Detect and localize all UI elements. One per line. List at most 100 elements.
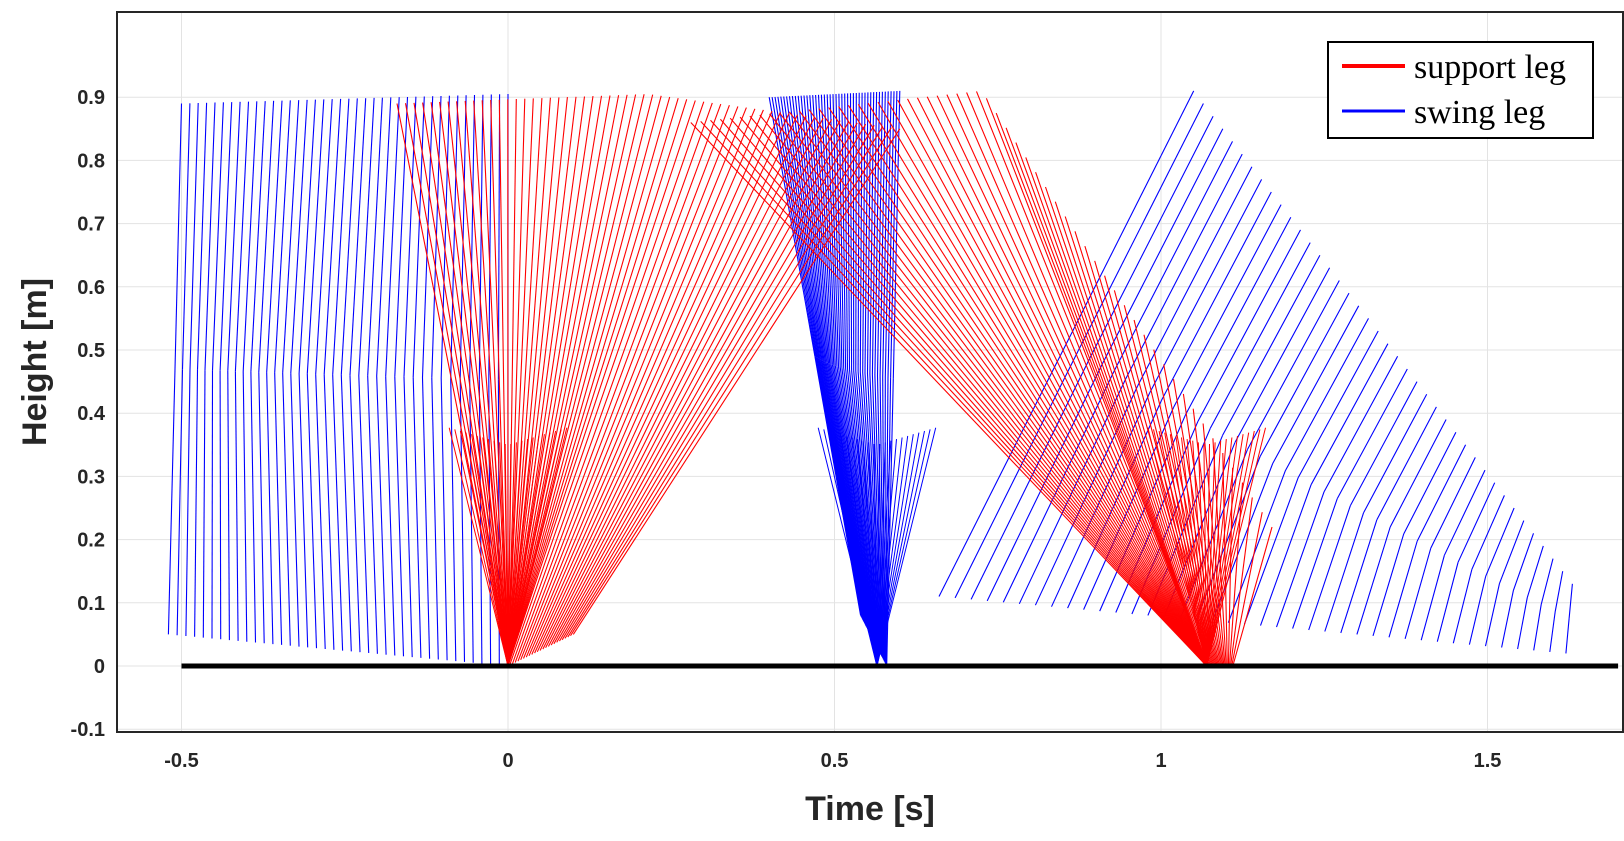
- support-leg-segment: [422, 102, 509, 667]
- support-leg-segment: [887, 100, 1208, 667]
- y-axis-label: Height [m]: [16, 278, 54, 446]
- swing-leg-fan: [823, 429, 878, 667]
- swing-leg-segment: [358, 97, 375, 376]
- swing-leg-segment: [803, 95, 827, 363]
- support-leg-segment: [517, 105, 730, 662]
- swing-leg-segment: [1549, 611, 1556, 652]
- swing-leg-segment: [1234, 267, 1331, 443]
- swing-leg-segment: [1501, 590, 1514, 648]
- swing-leg-segment: [1336, 368, 1408, 500]
- swing-leg-segment: [431, 377, 439, 660]
- support-leg-segment: [838, 106, 1208, 667]
- support-leg-segment: [798, 110, 1208, 667]
- swing-leg-segment: [202, 370, 206, 638]
- swing-leg-segment: [211, 370, 214, 639]
- support-leg-segment: [507, 96, 594, 667]
- swing-leg-segment: [219, 102, 233, 371]
- swing-leg-segment: [403, 376, 413, 658]
- swing-leg-segment: [1457, 482, 1496, 563]
- swing-leg-segment: [1356, 526, 1391, 635]
- swing-leg-segment: [250, 371, 257, 643]
- support-leg-segment: [759, 114, 1208, 667]
- swing-leg-segment: [258, 100, 275, 373]
- support-leg-segment: [507, 94, 654, 667]
- support-leg-segment: [528, 109, 764, 657]
- swing-leg-segment: [349, 98, 367, 376]
- y-tick-label: 0.2: [77, 530, 105, 552]
- swing-leg-fan: [876, 437, 903, 667]
- support-leg-segment: [985, 98, 1208, 667]
- support-leg-segment: [547, 117, 824, 647]
- swing-leg-segment: [1512, 533, 1535, 591]
- swing-leg-segment: [290, 99, 308, 374]
- support-leg-segment: [907, 98, 1208, 667]
- swing-leg-segment: [1485, 507, 1515, 577]
- swing-leg-segment: [1173, 204, 1282, 408]
- y-tick-labels: -0.1 0 0.1 0.2 0.3 0.4 0.5 0.6 0.7 0.8 0.9: [71, 87, 106, 741]
- support-leg-segment: [413, 102, 509, 667]
- swing-leg-segment: [1498, 520, 1525, 584]
- support-leg-segment: [956, 93, 1208, 667]
- swing-leg-segment: [855, 92, 857, 372]
- support-leg-segment: [719, 118, 1208, 667]
- swing-leg-fan: [876, 439, 897, 667]
- support-leg-segment: [1228, 482, 1244, 667]
- swing-leg-segment: [1308, 505, 1351, 631]
- swing-leg-segment: [282, 100, 300, 373]
- support-leg-segment: [847, 105, 1208, 667]
- swing-leg-segment: [838, 93, 845, 369]
- swing-leg-segment: [1430, 457, 1476, 549]
- swing-leg-segment: [459, 95, 467, 379]
- swing-leg-segment: [332, 98, 350, 375]
- swing-leg-fan: [834, 432, 878, 667]
- swing-leg-segment: [1372, 533, 1405, 637]
- swing-leg-fan: [828, 430, 878, 667]
- swing-leg-segment: [1389, 419, 1447, 528]
- support-leg-segment: [729, 117, 1208, 667]
- swing-leg-segment: [1197, 229, 1301, 422]
- x-tick-label: -0.5: [164, 750, 198, 772]
- swing-leg-segment: [376, 97, 392, 377]
- swing-leg-segment: [1340, 519, 1378, 634]
- support-leg-segment: [531, 110, 773, 655]
- swing-leg-segment: [274, 372, 283, 645]
- support-leg-fan: [507, 435, 540, 667]
- support-leg-segment: [490, 99, 509, 667]
- swing-leg-segment: [385, 376, 396, 656]
- support-leg-fan: [459, 430, 509, 667]
- swing-leg-segment: [841, 367, 875, 642]
- swing-leg-segment: [385, 97, 400, 377]
- swing-leg-segment: [835, 93, 843, 368]
- swing-leg-segment: [478, 379, 483, 664]
- swing-leg-segment: [1452, 569, 1473, 644]
- support-leg-segment: [511, 102, 713, 665]
- swing-leg-segment: [1388, 540, 1418, 638]
- swing-leg-segment: [845, 368, 876, 644]
- swing-leg-segment: [1436, 562, 1459, 642]
- legend: support leg swing leg: [1327, 41, 1594, 139]
- support-leg-segment: [877, 101, 1208, 667]
- swing-leg-fan: [876, 427, 937, 667]
- swing-leg-fan: [876, 430, 925, 667]
- swing-leg-segment: [864, 92, 869, 374]
- swing-leg-segment: [890, 90, 898, 378]
- swing-leg-segment: [871, 91, 878, 375]
- swing-leg-fan: [868, 442, 878, 667]
- y-tick-label: -0.1: [71, 719, 105, 741]
- swing-leg-segment: [1297, 330, 1379, 478]
- support-leg-segment: [520, 106, 739, 661]
- swing-leg-fan: [840, 434, 878, 667]
- support-leg-fan: [1206, 434, 1244, 667]
- swing-leg-fan: [876, 440, 892, 667]
- support-leg-fan: [1206, 427, 1266, 667]
- swing-leg-segment: [1310, 343, 1389, 485]
- support-leg-segment: [966, 92, 1208, 667]
- support-leg-fan: [507, 439, 529, 667]
- support-leg-segment: [1025, 157, 1208, 667]
- support-leg-fan: [507, 429, 562, 667]
- swing-leg-segment: [786, 96, 821, 360]
- swing-leg-segment: [1404, 547, 1432, 639]
- swing-leg-segment: [1161, 191, 1272, 401]
- swing-leg-segment: [196, 102, 208, 370]
- swing-leg-segment: [1565, 618, 1570, 654]
